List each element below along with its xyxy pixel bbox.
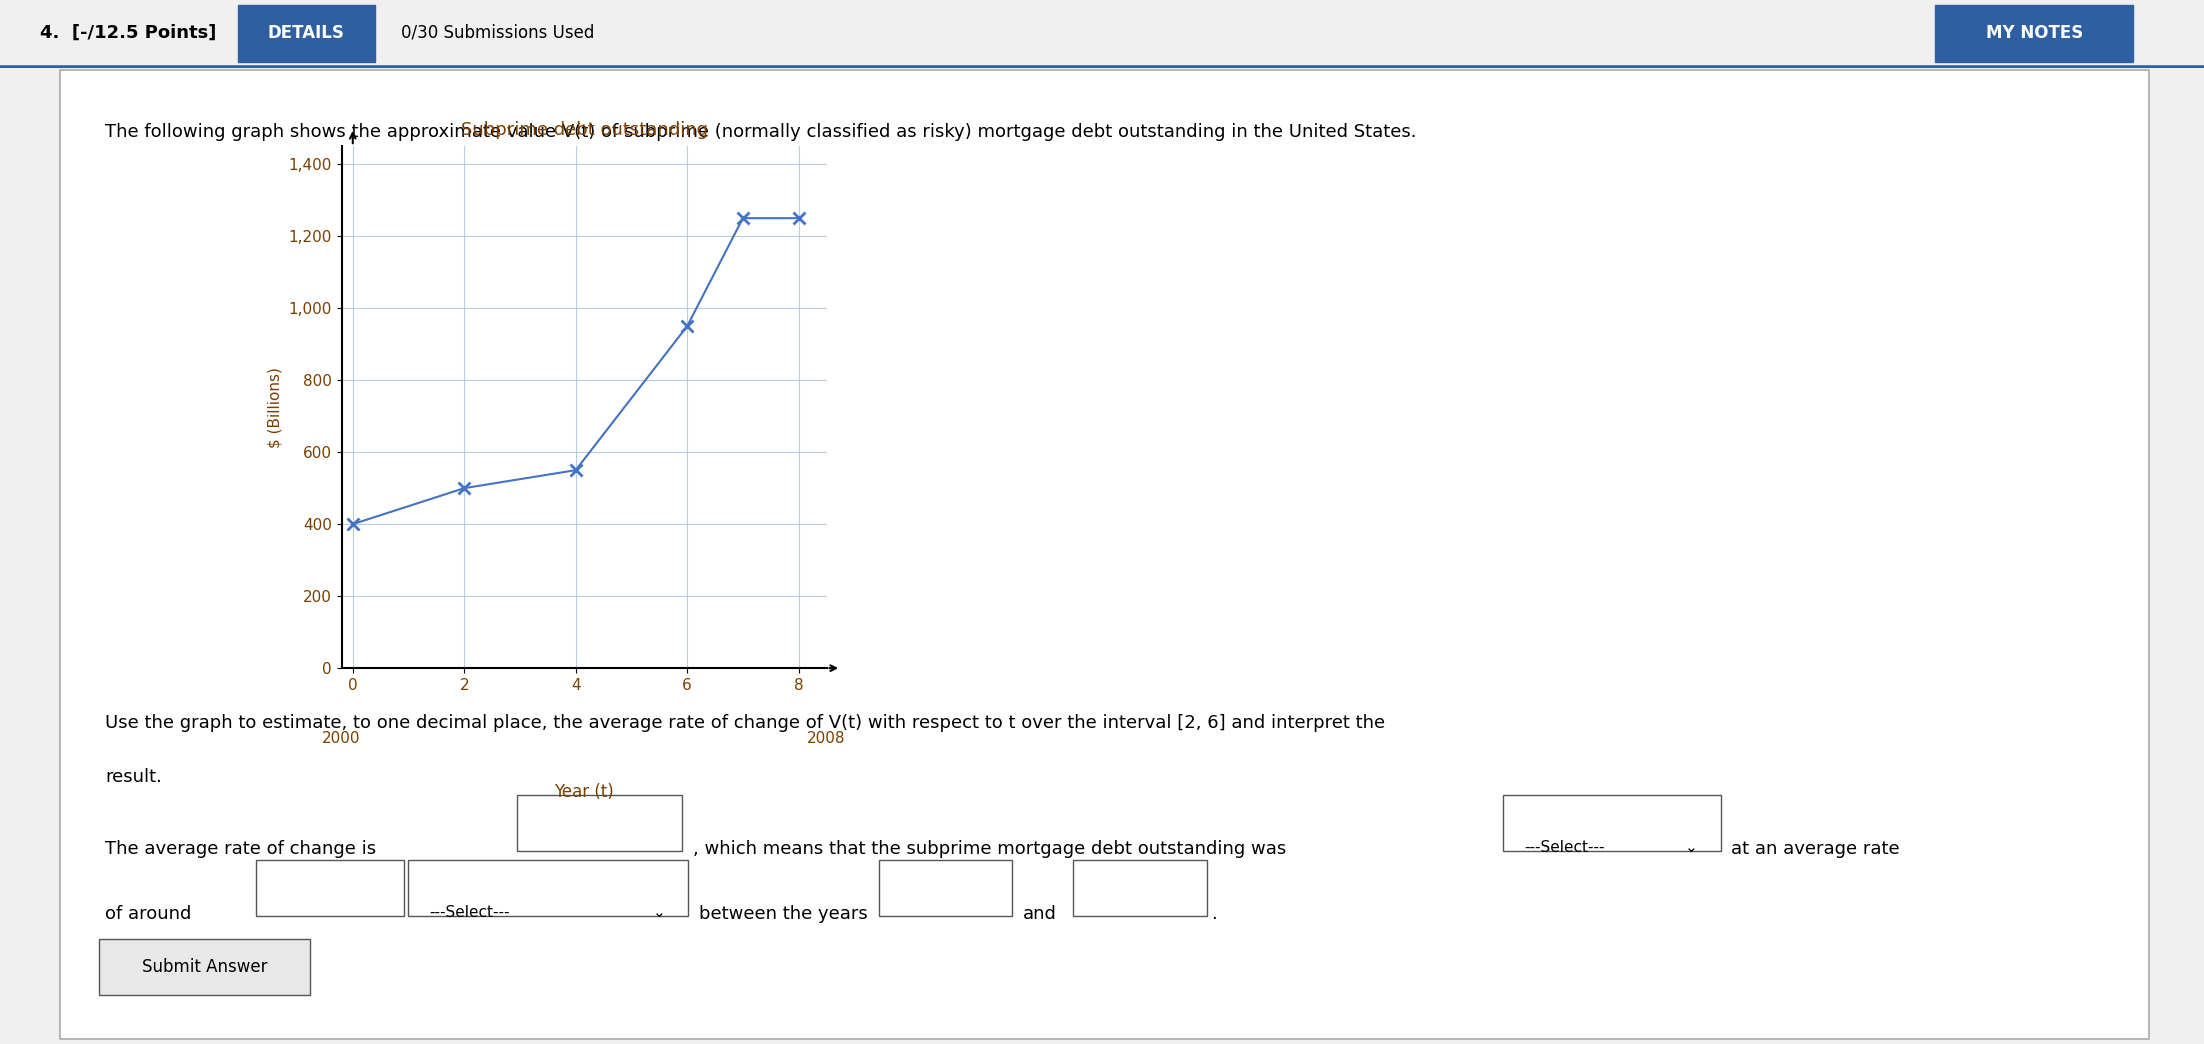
FancyBboxPatch shape [1935,5,2133,63]
Text: DETAILS: DETAILS [269,24,344,42]
Text: , which means that the subprime mortgage debt outstanding was: , which means that the subprime mortgage… [692,840,1285,858]
FancyBboxPatch shape [1503,794,1721,851]
Text: .: . [1210,905,1217,923]
FancyBboxPatch shape [1073,859,1206,916]
Text: and: and [1023,905,1056,923]
FancyBboxPatch shape [99,939,311,995]
Title: Subprime debt outstanding: Subprime debt outstanding [461,121,707,139]
Text: Year (t): Year (t) [553,783,615,801]
Text: result.: result. [106,767,163,785]
FancyBboxPatch shape [408,859,688,916]
FancyBboxPatch shape [879,859,1012,916]
Text: 2000: 2000 [322,731,361,745]
Text: ⌄: ⌄ [652,905,666,920]
FancyBboxPatch shape [518,794,683,851]
FancyBboxPatch shape [256,859,403,916]
FancyBboxPatch shape [60,70,2149,1039]
Text: at an average rate: at an average rate [1730,840,1900,858]
Text: 4.  [-/12.5 Points]: 4. [-/12.5 Points] [40,24,216,42]
Y-axis label: $ (Billions): $ (Billions) [269,366,282,448]
Text: between the years: between the years [699,905,868,923]
Text: Use the graph to estimate, to one decimal place, the average rate of change of V: Use the graph to estimate, to one decima… [106,714,1386,732]
Text: MY NOTES: MY NOTES [1986,24,2083,42]
Text: ⌄: ⌄ [1686,840,1697,855]
Text: of around: of around [106,905,192,923]
FancyBboxPatch shape [238,5,375,63]
Text: 2008: 2008 [807,731,846,745]
Text: ---Select---: ---Select--- [430,905,509,920]
Text: The average rate of change is: The average rate of change is [106,840,377,858]
Text: Submit Answer: Submit Answer [141,958,267,976]
Text: ---Select---: ---Select--- [1525,840,1605,855]
Text: 0/30 Submissions Used: 0/30 Submissions Used [401,24,595,42]
Text: The following graph shows the approximate value V(t) of subprime (normally class: The following graph shows the approximat… [106,123,1417,141]
